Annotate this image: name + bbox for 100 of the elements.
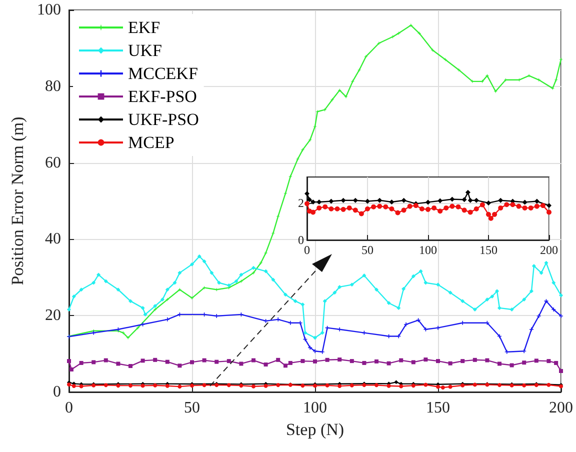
point xyxy=(104,383,108,388)
point xyxy=(126,336,130,340)
point xyxy=(313,336,317,340)
point xyxy=(276,214,280,218)
y-tick-label: 40 xyxy=(45,230,61,248)
point xyxy=(226,283,231,288)
y-tick-label: 100 xyxy=(37,2,61,18)
point xyxy=(304,201,310,206)
point xyxy=(534,358,538,363)
point xyxy=(178,270,182,275)
point xyxy=(300,148,305,152)
point xyxy=(386,300,391,305)
point xyxy=(389,206,394,212)
point xyxy=(436,359,440,364)
point xyxy=(239,362,244,366)
point xyxy=(554,78,558,82)
point xyxy=(340,198,346,203)
point xyxy=(546,210,552,215)
x-tick-label: 100 xyxy=(419,243,437,257)
point xyxy=(494,89,498,94)
point xyxy=(234,279,238,284)
point xyxy=(210,270,214,275)
point xyxy=(79,288,84,292)
point xyxy=(510,363,514,368)
point xyxy=(165,317,170,322)
point xyxy=(264,250,268,255)
point xyxy=(252,384,256,388)
point xyxy=(276,317,280,322)
point xyxy=(510,202,516,208)
point xyxy=(338,358,342,362)
point xyxy=(522,383,526,388)
point xyxy=(411,360,416,364)
point xyxy=(92,280,96,285)
point xyxy=(522,349,526,354)
point xyxy=(468,210,473,215)
point xyxy=(116,362,120,366)
point xyxy=(456,68,461,72)
point xyxy=(303,330,308,335)
point xyxy=(399,358,404,362)
point xyxy=(522,205,528,210)
point xyxy=(264,269,268,274)
point xyxy=(402,286,406,291)
point xyxy=(178,288,182,292)
point xyxy=(252,266,256,270)
point xyxy=(325,383,330,388)
point xyxy=(202,383,206,388)
point xyxy=(456,204,461,210)
point xyxy=(559,314,563,318)
point xyxy=(529,327,534,332)
point xyxy=(485,298,490,302)
point xyxy=(293,299,298,304)
point xyxy=(498,383,502,388)
point xyxy=(529,289,534,294)
point xyxy=(328,198,334,204)
point xyxy=(352,198,358,203)
point xyxy=(374,383,378,388)
point xyxy=(376,41,381,46)
point xyxy=(419,206,424,212)
point xyxy=(527,74,532,78)
point xyxy=(436,282,440,287)
point xyxy=(374,359,378,364)
point xyxy=(202,358,206,362)
y-tick-label: 0 xyxy=(53,384,61,400)
point xyxy=(371,204,376,210)
point xyxy=(67,307,71,312)
point xyxy=(252,270,256,275)
point xyxy=(69,367,74,372)
point xyxy=(140,358,145,363)
point xyxy=(239,279,244,284)
point xyxy=(411,274,416,278)
point xyxy=(544,260,548,265)
point xyxy=(357,68,362,72)
point xyxy=(426,206,430,212)
point xyxy=(377,204,382,209)
point xyxy=(350,383,354,388)
point xyxy=(516,204,522,209)
x-tick-label: 50 xyxy=(184,400,200,416)
point xyxy=(316,205,322,210)
x-axis-title: Step (N) xyxy=(286,420,344,439)
point xyxy=(217,280,222,285)
point xyxy=(528,205,534,210)
point xyxy=(498,198,504,203)
y-axis-title: Position Error Norm (m) xyxy=(8,116,28,286)
point xyxy=(96,272,101,277)
point xyxy=(350,359,354,364)
point xyxy=(418,269,423,274)
point xyxy=(465,190,470,195)
point xyxy=(322,299,327,304)
point xyxy=(417,31,422,36)
point xyxy=(226,359,231,364)
point xyxy=(546,359,551,364)
y-tick-label: 60 xyxy=(45,154,61,172)
point xyxy=(424,382,428,387)
point xyxy=(440,386,445,390)
legend-label: UKF xyxy=(128,41,162,60)
point xyxy=(306,197,312,202)
y-tick-label: 2 xyxy=(298,196,304,210)
point xyxy=(350,79,355,84)
point xyxy=(165,298,170,302)
point xyxy=(498,362,502,366)
